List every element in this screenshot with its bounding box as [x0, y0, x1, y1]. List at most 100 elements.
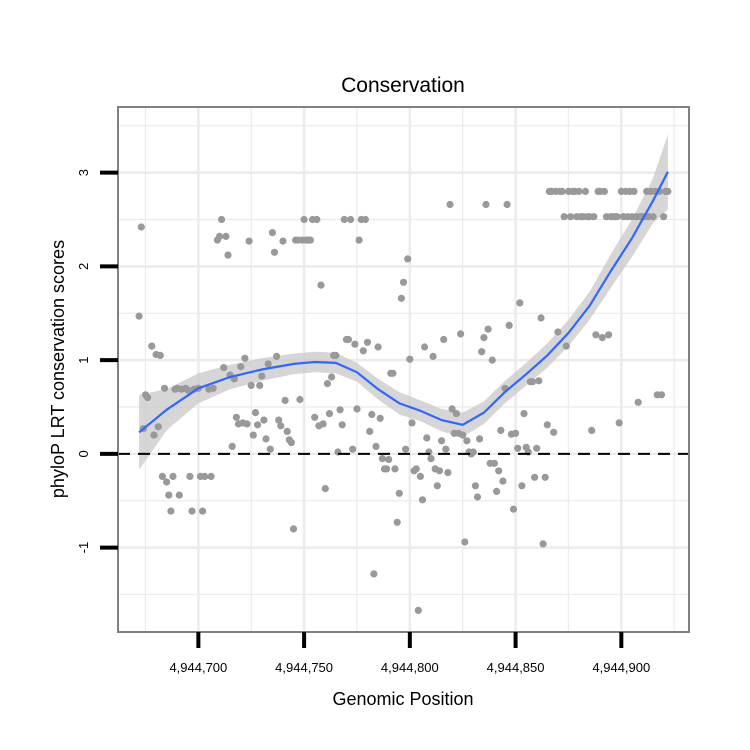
data-point: [463, 437, 471, 445]
data-point: [158, 472, 166, 480]
data-point: [478, 348, 486, 356]
data-point: [135, 312, 143, 320]
data-point: [349, 445, 357, 453]
data-point: [581, 187, 590, 195]
data-point: [488, 356, 496, 364]
data-point: [268, 229, 276, 237]
data-point: [421, 343, 429, 351]
chart-title: Conservation: [341, 74, 465, 97]
data-point: [598, 334, 606, 342]
data-point: [588, 426, 596, 434]
data-point: [518, 482, 526, 490]
y-tick-label: 0: [76, 450, 91, 457]
data-point: [319, 420, 327, 428]
y-axis-ticks: -1 0 1 2 3: [76, 169, 118, 553]
data-point: [218, 215, 226, 224]
data-point: [442, 445, 450, 453]
data-point: [374, 343, 382, 351]
data-point: [207, 472, 215, 480]
data-point: [160, 384, 169, 392]
data-point: [378, 455, 386, 463]
data-point: [273, 352, 281, 360]
data-point: [404, 255, 412, 263]
confidence-band: [139, 134, 668, 470]
data-point: [306, 236, 314, 244]
data-point: [533, 444, 541, 452]
data-point: [220, 364, 228, 372]
data-point: [511, 429, 520, 437]
data-point: [590, 213, 598, 221]
data-point: [427, 455, 435, 463]
data-point: [344, 335, 353, 344]
data-point: [144, 394, 152, 402]
data-point: [169, 472, 177, 480]
data-point: [389, 369, 397, 377]
data-point: [429, 352, 437, 360]
y-tick-label: 3: [76, 169, 91, 176]
data-point: [493, 487, 501, 495]
data-point: [414, 606, 422, 615]
data-point: [558, 187, 566, 195]
data-point: [435, 467, 444, 475]
data-point: [355, 236, 363, 244]
data-point: [541, 473, 549, 481]
data-point: [270, 248, 279, 256]
data-point: [156, 351, 164, 359]
data-point: [495, 467, 503, 475]
data-point: [260, 416, 268, 424]
x-axis-ticks: 4,944,700 4,944,750 4,944,800 4,944,850 4,94…: [169, 632, 650, 675]
data-point: [353, 405, 361, 413]
data-point: [241, 354, 249, 362]
data-point: [296, 395, 304, 404]
data-point: [615, 419, 623, 427]
data-point: [471, 482, 479, 490]
data-point: [605, 331, 613, 339]
data-point: [459, 431, 467, 439]
data-point: [311, 413, 319, 421]
data-point: [630, 187, 638, 195]
data-point: [258, 372, 266, 380]
data-point: [560, 213, 568, 221]
data-point: [391, 465, 399, 473]
data-point: [338, 421, 346, 429]
data-point: [376, 414, 384, 422]
data-point: [289, 525, 298, 533]
data-point: [247, 381, 255, 389]
panel-border: [117, 106, 690, 633]
data-point: [201, 472, 209, 480]
data-point: [186, 472, 194, 480]
data-point: [199, 507, 207, 515]
data-point: [300, 215, 308, 224]
data-point: [514, 444, 522, 452]
data-point: [321, 485, 329, 493]
data-point: [224, 251, 232, 259]
data-point: [516, 299, 524, 307]
data-point: [484, 325, 492, 333]
data-point: [499, 477, 507, 485]
data-point: [175, 491, 183, 499]
data-point: [446, 200, 454, 209]
data-point: [592, 331, 600, 339]
data-point: [275, 416, 283, 424]
data-point: [395, 489, 403, 497]
data-point: [277, 422, 285, 430]
data-point: [406, 355, 414, 363]
data-point: [537, 314, 545, 322]
data-point: [418, 496, 427, 504]
data-point: [480, 334, 488, 342]
data-point: [254, 421, 262, 429]
data-point: [237, 363, 245, 371]
x-tick-label: 4,944,850: [487, 660, 545, 675]
data-point: [243, 420, 251, 428]
data-point: [167, 507, 175, 515]
smooth-line: [138, 171, 669, 434]
data-point: [347, 215, 355, 224]
data-point: [372, 442, 380, 450]
data-point: [323, 380, 331, 388]
data-point: [148, 342, 156, 350]
data-point: [262, 435, 270, 443]
data-point: [336, 406, 344, 414]
data-point: [535, 377, 543, 385]
